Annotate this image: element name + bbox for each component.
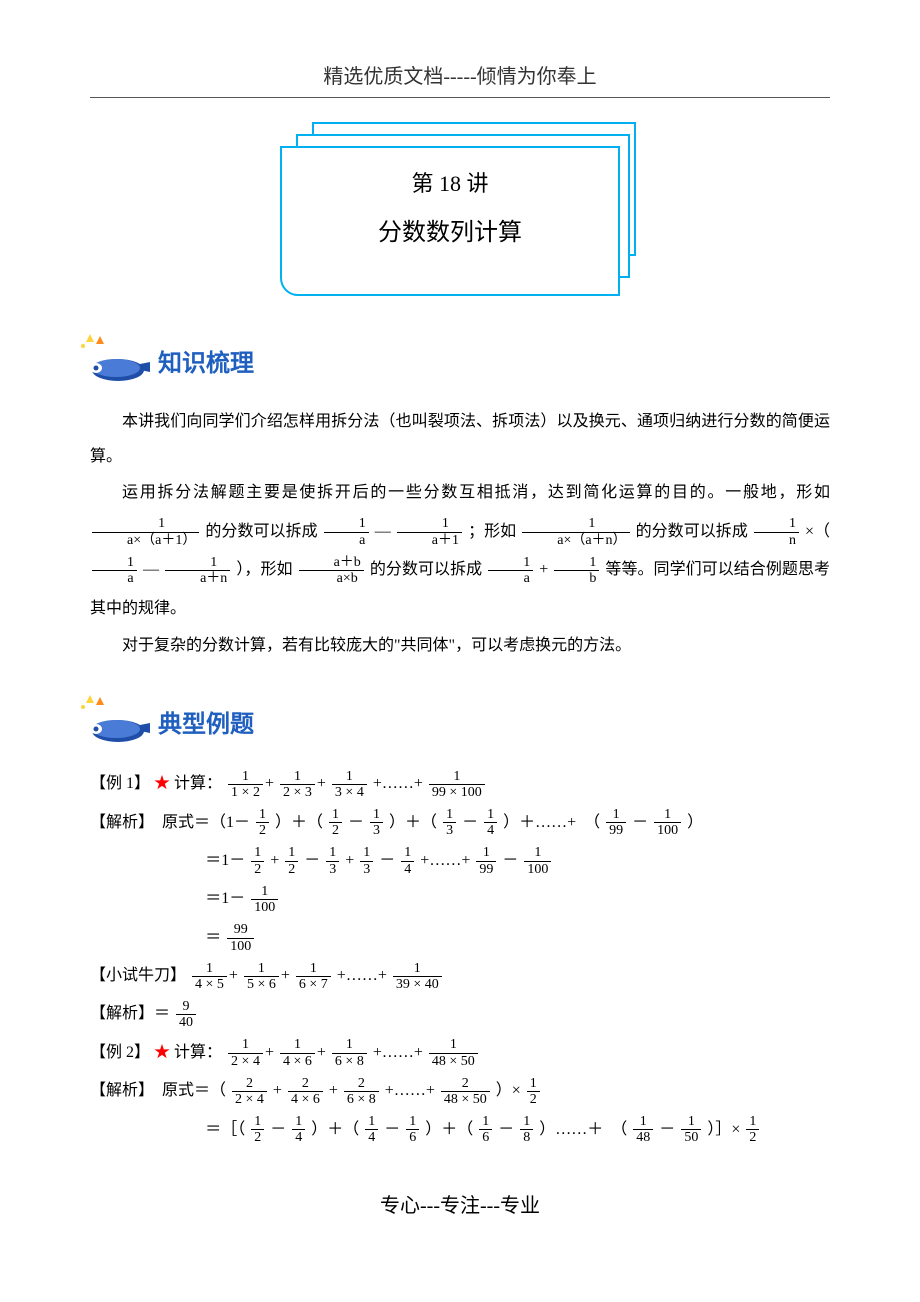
ex1-step4: ＝ 99100 [90, 919, 830, 957]
star-icon: ★ [154, 775, 170, 792]
try1-question: 【小试牛刀】 14 × 5+ 15 × 6+ 16 × 7 +……+ 139 ×… [90, 957, 830, 995]
lesson-number: 第 18 讲 [282, 166, 618, 198]
ex1-step1: 【解析】 原式＝（1－ 12 ）＋（ 12 － 13 ）＋（ 13 － 14 ）… [90, 804, 830, 842]
top-header: 精选优质文档-----倾情为你奉上 [90, 60, 830, 89]
ex1-step2: ＝1－ 12 + 12 － 13 + 13 － 14 +……+ 199 － 11… [90, 842, 830, 880]
ex2-step2: ＝［（ 12 － 14 ）＋（ 14 － 16 ）＋（ 16 － 18 ）……＋… [90, 1111, 830, 1149]
ex1-question: 【例 1】 ★ 计算： 11 × 2+ 12 × 3+ 13 × 4 +……+ … [90, 765, 830, 803]
ex2-step1: 【解析】 原式＝（ 22 × 4 + 24 × 6 + 26 × 8 +……+ … [90, 1072, 830, 1110]
intro-p2: 运用拆分法解题主要是使拆开后的一些分数互相抵消，达到简化运算的目的。一般地，形如… [90, 474, 830, 628]
intro-p3: 对于复杂的分数计算，若有比较庞大的"共同体"，可以考虑换元的方法。 [90, 628, 830, 663]
page-footer: 专心---专注---专业 [90, 1189, 830, 1218]
top-rule [90, 97, 830, 98]
intro-block: 本讲我们向同学们介绍怎样用拆分法（也叫裂项法、拆项法）以及换元、通项归纳进行分数… [90, 404, 830, 663]
example-1: 【例 1】 ★ 计算： 11 × 2+ 12 × 3+ 13 × 4 +……+ … [90, 765, 830, 1149]
section-1-header: 知识梳理 [80, 332, 830, 388]
try1-answer: 【解析】＝ 940 [90, 995, 830, 1033]
page: 精选优质文档-----倾情为你奉上 第 18 讲 分数数列计算 知识梳理 [0, 0, 920, 1258]
lesson-card-stack: 第 18 讲 分数数列计算 [280, 122, 640, 292]
ex2-question: 【例 2】 ★ 计算： 12 × 4+ 14 × 6+ 16 × 8 +……+ … [90, 1034, 830, 1072]
pen-icon [80, 693, 152, 749]
lesson-title: 分数数列计算 [282, 212, 618, 247]
section-2-title: 典型例题 [158, 704, 254, 739]
lesson-card-front: 第 18 讲 分数数列计算 [280, 146, 620, 296]
ex1-step3: ＝1－ 1100 [90, 880, 830, 918]
star-icon: ★ [154, 1044, 170, 1061]
section-2-header: 典型例题 [80, 693, 830, 749]
section-1-title: 知识梳理 [158, 343, 254, 378]
frac: 1a×（a＋1） [90, 516, 201, 548]
pen-icon [80, 332, 152, 388]
intro-p1: 本讲我们向同学们介绍怎样用拆分法（也叫裂项法、拆项法）以及换元、通项归纳进行分数… [90, 404, 830, 474]
